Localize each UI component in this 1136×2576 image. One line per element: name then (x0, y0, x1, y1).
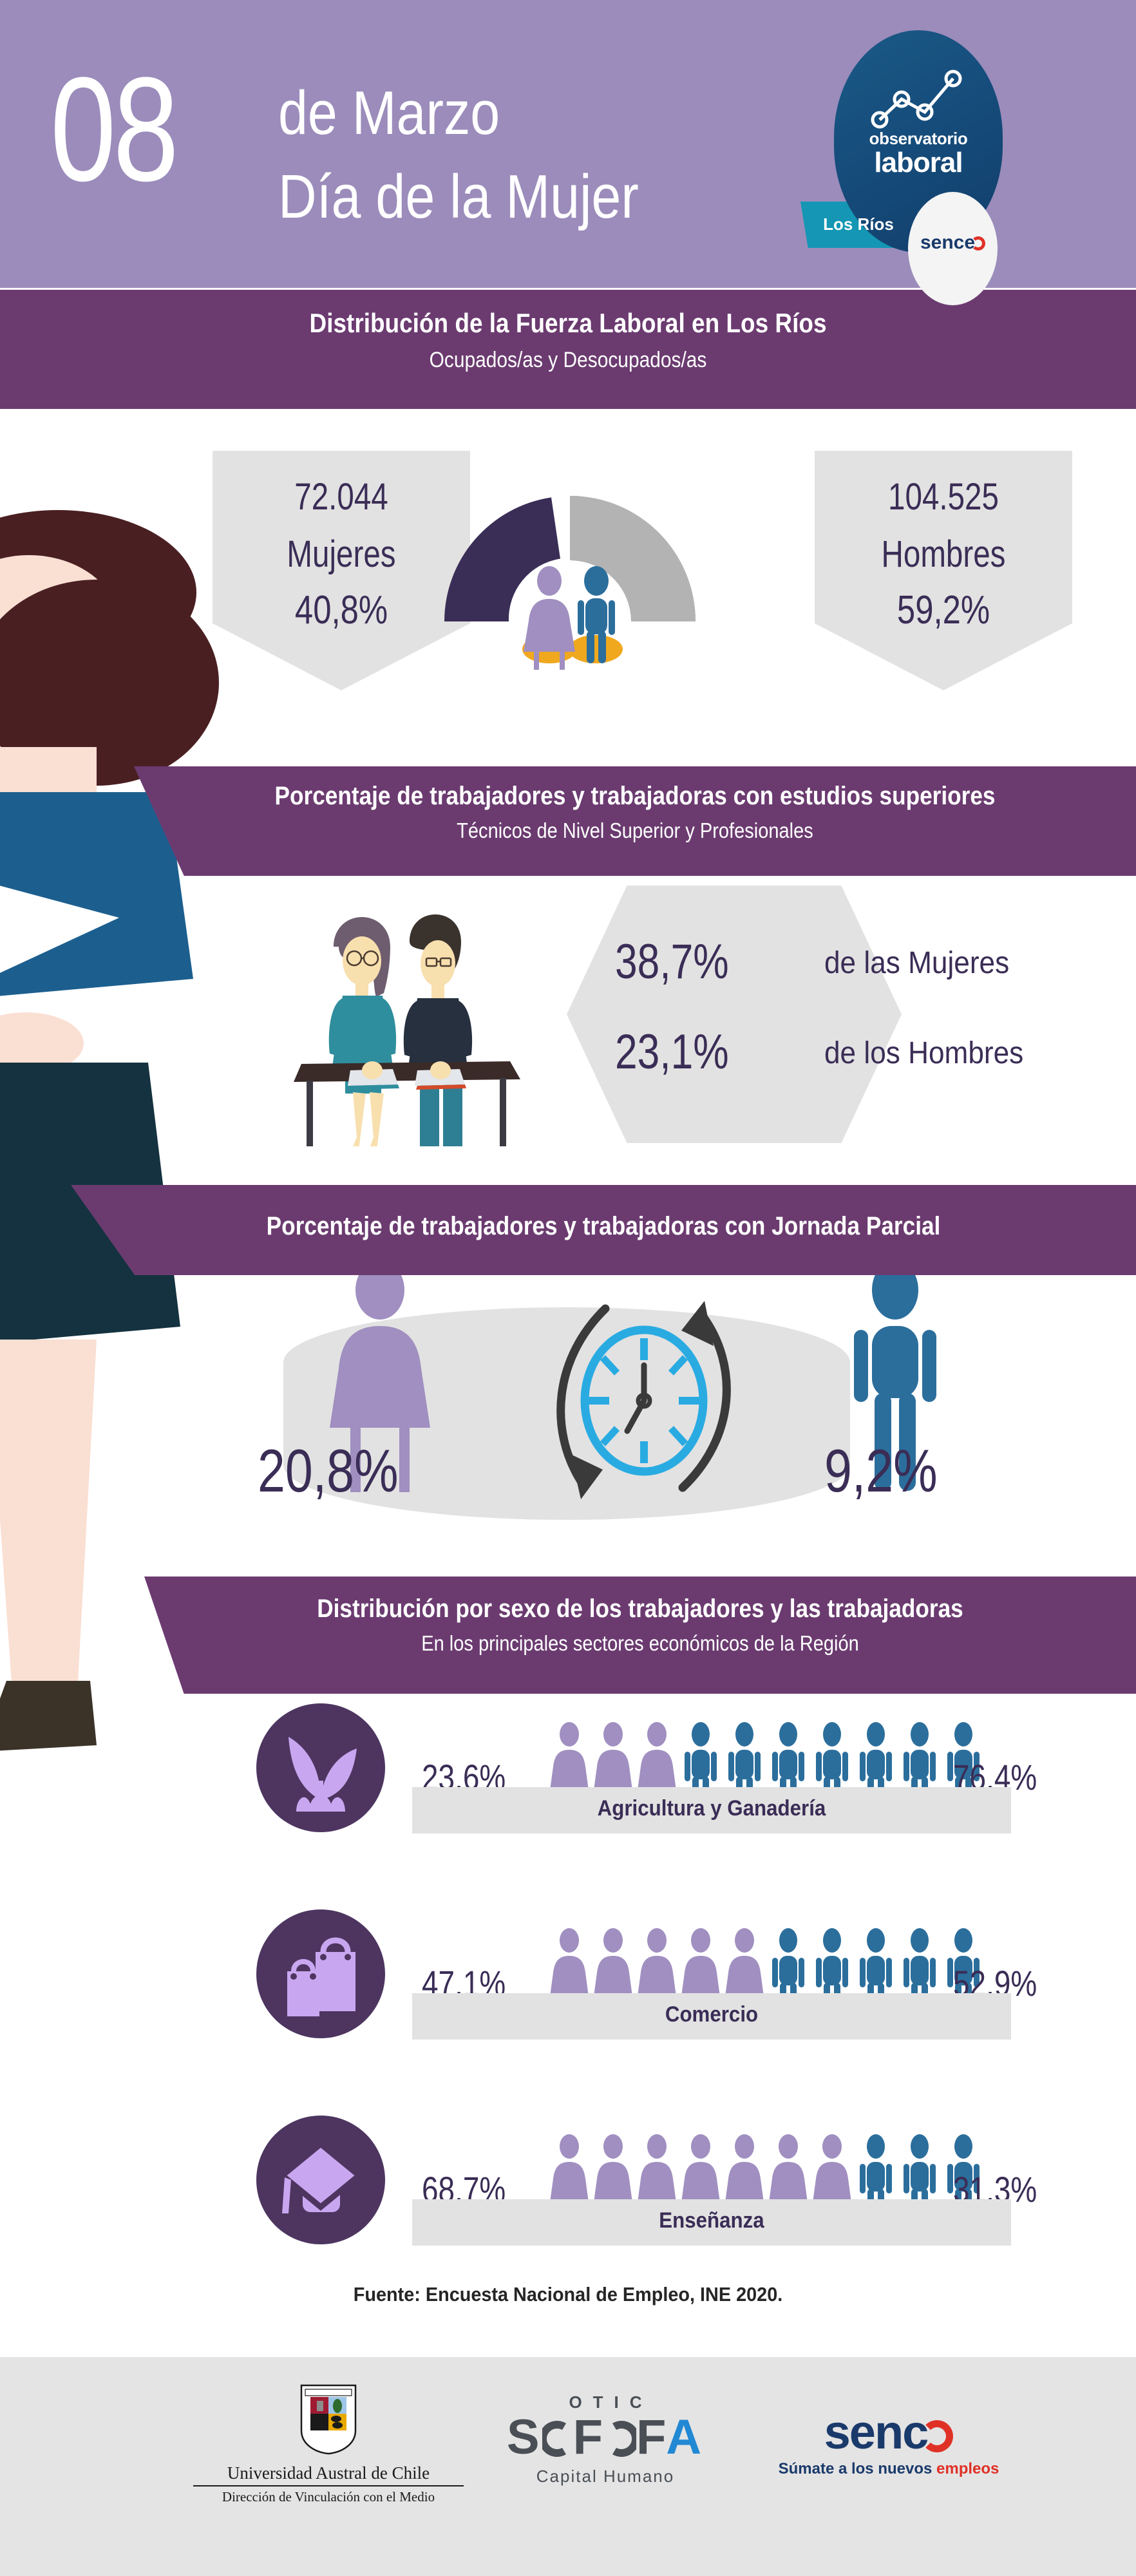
labor-force-donut-gauge (444, 496, 696, 670)
women-label: Mujeres (287, 533, 396, 575)
banner-labor-force-subtitle: Ocupados/as y Desocupados/as (429, 348, 707, 372)
banner-sectors-title: Distribución por sexo de los trabajadore… (317, 1595, 963, 1623)
sence-wordmark: sence (920, 232, 976, 253)
students-at-desk-illustration (294, 914, 520, 1146)
women-count: 72.044 (294, 476, 388, 518)
sector-name: Enseñanza (659, 2208, 764, 2233)
plant-icon (289, 1737, 357, 1812)
banner-sectors-subtitle: En los principales sectores económicos d… (421, 1631, 859, 1655)
education-women-label: de las Mujeres (824, 946, 1010, 980)
banner-higher-education-subtitle: Técnicos de Nivel Superior y Profesional… (457, 819, 813, 842)
banner-part-time-title: Porcentaje de trabajadores y trabajadora… (266, 1212, 941, 1240)
man-pictogram-small (860, 1722, 892, 1817)
sector-row-commerce: 47,1% 52,9% Comercio (0, 1903, 1136, 2051)
sofofa-o-glyph-2 (612, 2421, 640, 2457)
sofofa-letter-f1: F (573, 2410, 605, 2465)
sofofa-letter-s: S (506, 2410, 542, 2465)
sence-footer-wordmark: senc (753, 2409, 1024, 2456)
otic-caption: Capital Humano (536, 2467, 675, 2486)
banner-higher-education: Porcentaje de trabajadores y trabajadora… (134, 766, 1136, 876)
sence-logo-header: sence (908, 232, 998, 254)
source-note: Fuente: Encuesta Nacional de Empleo, INE… (353, 2283, 783, 2306)
woman-illustration (0, 510, 219, 1751)
sence-tagline-a: Súmate a los nuevos (778, 2460, 937, 2477)
sector-name-bar: Enseñanza (412, 2199, 1011, 2246)
man-pictogram-part-time (854, 1260, 936, 1491)
sofofa-wordmark: S F FA (477, 2412, 734, 2463)
education-men-percent: 23,1% (615, 1025, 729, 1079)
sector-row-agriculture: 23,6% 76,4% Agricultura y Ganadería (0, 1697, 1136, 1845)
sofofa-o-glyph (538, 2421, 566, 2457)
women-percent: 40,8% (294, 588, 388, 632)
sector-name-bar: Comercio (412, 1993, 1011, 2040)
education-men-label: de los Hombres (824, 1036, 1024, 1070)
sence-footer-logo: senc Súmate a los nuevos empleos (753, 2409, 1024, 2478)
sofofa-letter-a: A (666, 2410, 705, 2465)
sence-ring-icon (971, 236, 986, 251)
part-time-men-percent: 9,2% (824, 1437, 938, 1504)
graduation-cap-icon (282, 2148, 359, 2213)
shopping-bag-icon (287, 1937, 355, 2016)
banner-higher-education-title: Porcentaje de trabajadores y trabajadora… (274, 782, 996, 810)
header-womens-day-text: Día de la Mujer (278, 162, 639, 231)
uach-name: Universidad Austral de Chile (193, 2458, 464, 2486)
uach-logo: Universidad Austral de Chile Dirección d… (193, 2383, 464, 2505)
laboral-label: laboral (874, 147, 963, 178)
men-stat-arrow: 104.525 Hombres 59,2% (815, 451, 1072, 690)
header-day-number: 08 (50, 46, 179, 212)
clock-cycle-icon (556, 1301, 731, 1499)
footer-bar (0, 2357, 1136, 2576)
education-women-percent: 38,7% (615, 934, 729, 989)
header-month-text: de Marzo (278, 79, 500, 147)
men-percent: 59,2% (896, 588, 990, 632)
los-rios-label: Los Ríos (823, 214, 894, 234)
banner-labor-force-title: Distribución de la Fuerza Laboral en Los… (309, 308, 827, 338)
uach-subtitle: Dirección de Vinculación con el Medio (222, 2489, 435, 2505)
sector-row-education: 68,7% 31,3% Enseñanza (0, 2109, 1136, 2257)
sence-tagline: Súmate a los nuevos empleos (753, 2456, 1024, 2478)
observatorio-label: observatorio (869, 129, 968, 148)
sence-ring-icon-footer (921, 2420, 954, 2452)
banner-sectors: Distribución por sexo de los trabajadore… (144, 1577, 1136, 1694)
banner-labor-force: Distribución de la Fuerza Laboral en Los… (0, 290, 1136, 409)
sector-name: Comercio (665, 2002, 759, 2027)
men-count: 104.525 (888, 476, 999, 518)
woman-pictogram-part-time (330, 1260, 430, 1492)
man-pictogram (578, 566, 615, 663)
line-chart-icon (871, 70, 962, 129)
uach-shield-icon (300, 2384, 357, 2455)
part-time-women-percent: 20,8% (258, 1437, 399, 1504)
banner-part-time: Porcentaje de trabajadores y trabajadora… (71, 1185, 1136, 1275)
man-pictogram-small (947, 2134, 980, 2229)
sector-name: Agricultura y Ganadería (597, 1796, 826, 1821)
otic-wordmark: OTIC (569, 2392, 653, 2412)
education-hex-backdrop (567, 886, 902, 1143)
otic-sofofa-logo: OTIC S F FA Capital Humano (477, 2392, 734, 2486)
sence-footer-text: senc (824, 2405, 929, 2459)
sence-tagline-b: empleos (936, 2460, 999, 2477)
sector-name-bar: Agricultura y Ganadería (412, 1787, 1011, 1833)
women-stat-arrow: 72.044 Mujeres 40,8% (213, 451, 470, 690)
men-label: Hombres (881, 533, 1006, 575)
sofofa-letter-f2: F (636, 2410, 667, 2465)
woman-pictogram (524, 566, 575, 670)
